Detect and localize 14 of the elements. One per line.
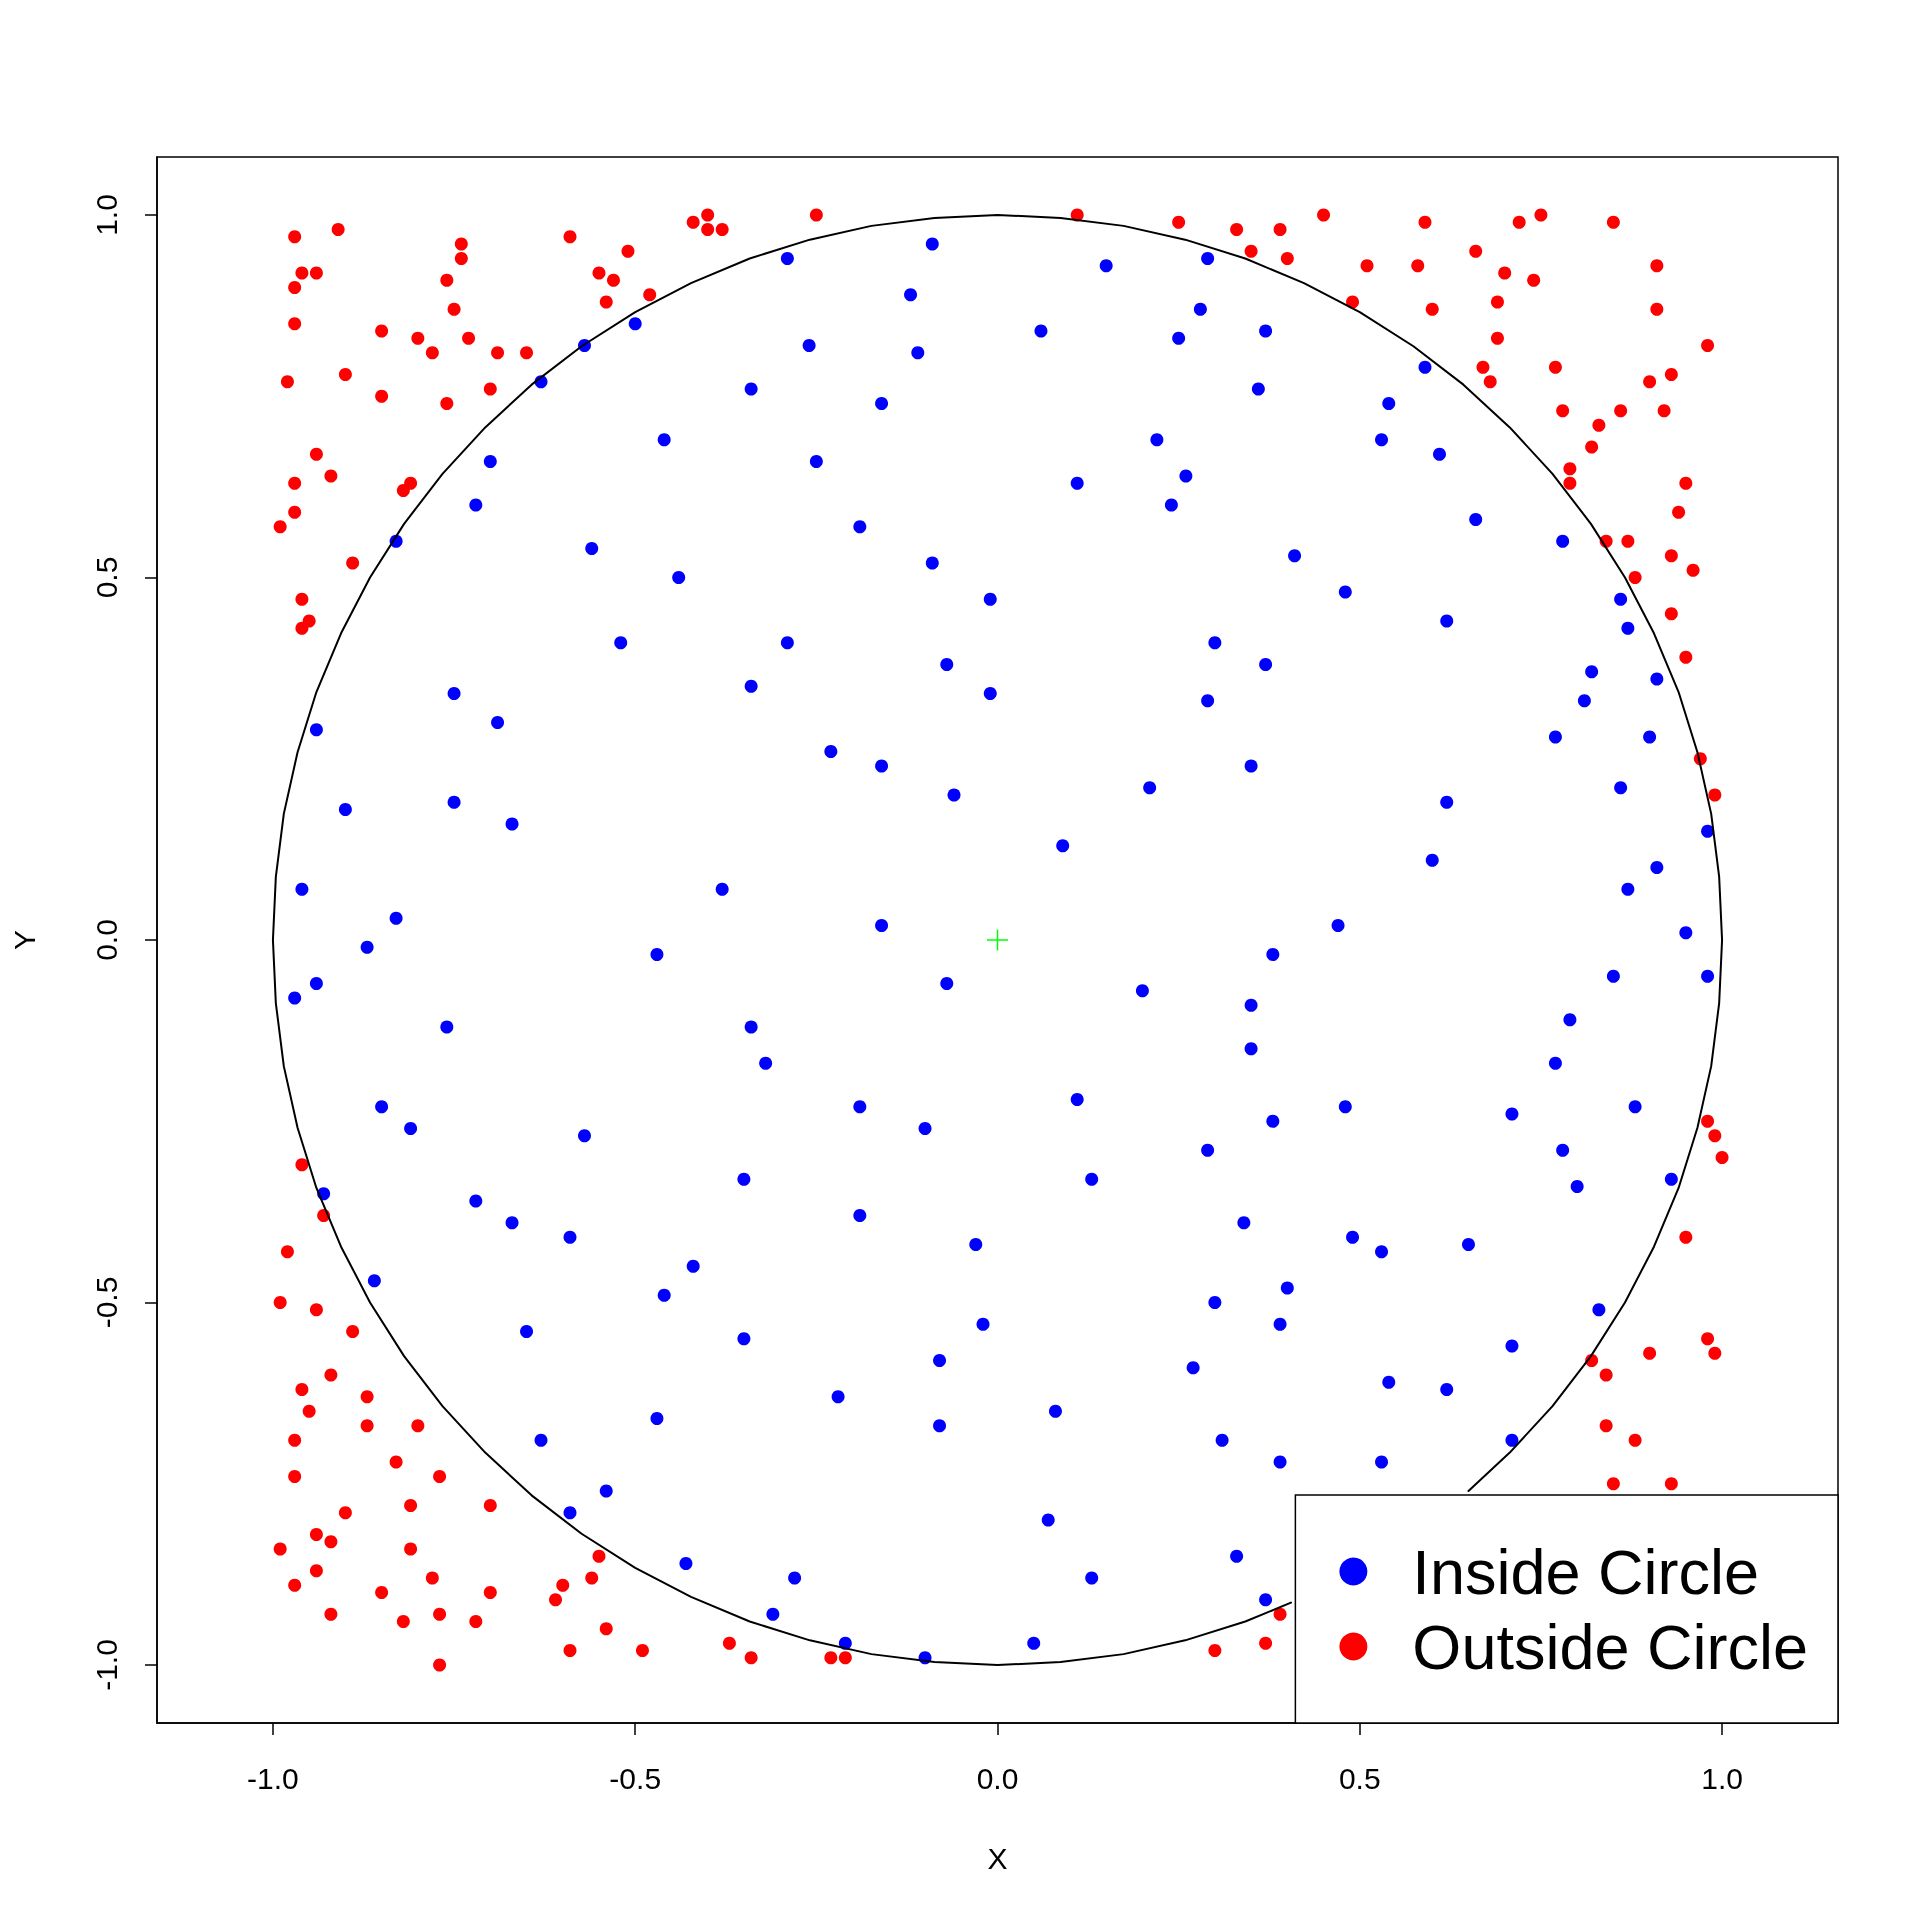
x-tick-label: -0.5 [609, 1761, 662, 1795]
x-tick-label: 0.5 [1338, 1761, 1381, 1795]
legend-label: Inside Circle [1412, 1536, 1759, 1607]
y-tick-label: 0.5 [89, 556, 123, 599]
y-axis-title: Y [7, 929, 41, 951]
x-tick-label: 1.0 [1701, 1761, 1743, 1795]
y-tick-label: -0.5 [89, 1276, 123, 1329]
y-tick-label: 1.0 [89, 194, 123, 236]
y-tick-label: -1.0 [89, 1639, 123, 1691]
x-tick-label: -1.0 [247, 1761, 299, 1795]
x-tick-label: 0.0 [976, 1761, 1019, 1795]
y-tick-label: 0.0 [89, 919, 123, 961]
x-axis-title: X [987, 1841, 1008, 1875]
legend-label: Outside Circle [1412, 1611, 1809, 1682]
